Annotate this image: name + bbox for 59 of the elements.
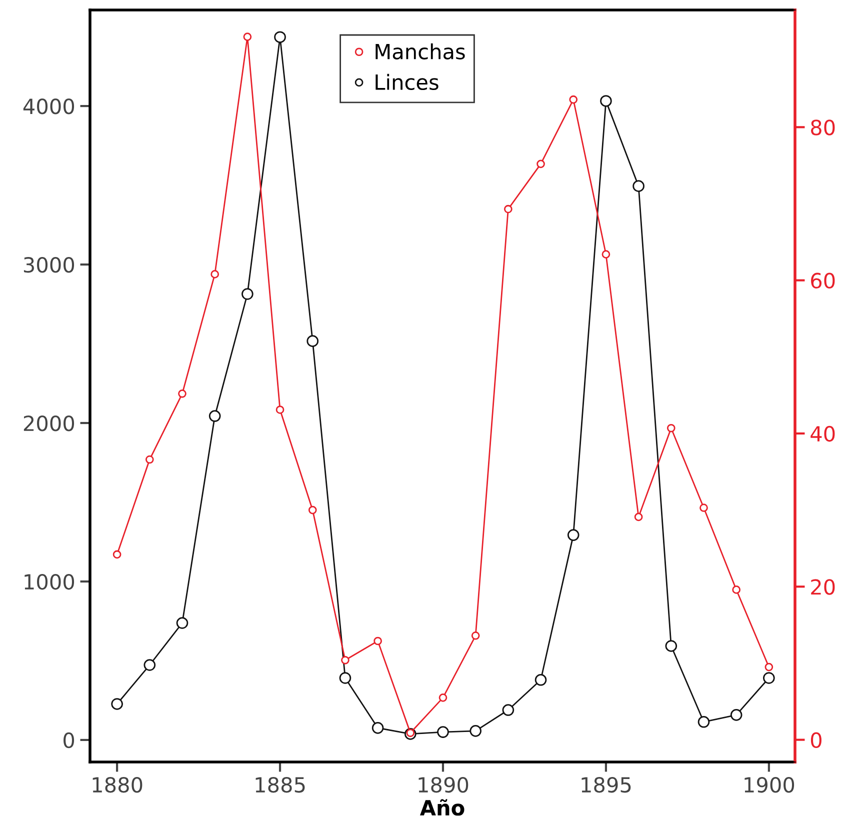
point	[764, 662, 774, 672]
point	[208, 410, 221, 422]
y2-tick-label: 0	[810, 732, 822, 748]
point	[144, 659, 156, 671]
point	[341, 656, 350, 664]
y-tick-label: 1000	[24, 574, 74, 590]
point	[274, 31, 286, 44]
x-tick-label: 1900	[744, 776, 794, 793]
point	[242, 288, 254, 300]
point	[730, 709, 742, 721]
point	[178, 389, 186, 398]
point	[437, 726, 449, 738]
y-tick-label: 4000	[23, 98, 74, 114]
point	[339, 672, 352, 684]
point	[406, 728, 415, 738]
x-tick-label: 1890	[418, 776, 468, 793]
point	[470, 725, 482, 737]
point	[732, 586, 740, 594]
point	[112, 550, 122, 559]
y2-tick-label: 20	[811, 579, 835, 595]
point	[504, 204, 512, 214]
point	[698, 716, 710, 728]
point	[534, 674, 547, 686]
point	[700, 504, 708, 512]
x-axis-title: Año	[420, 799, 464, 816]
point	[536, 160, 545, 168]
x-tick-label: 1895	[582, 776, 631, 793]
point	[567, 529, 580, 541]
x-tick-label: 1885	[256, 776, 305, 793]
point	[210, 270, 219, 278]
point	[600, 95, 612, 107]
y2-tick-label: 80	[810, 120, 835, 136]
point	[111, 698, 123, 710]
y2-tick-label: 40	[810, 426, 835, 442]
point	[308, 506, 317, 514]
point	[763, 672, 775, 684]
legend-label: Linces	[376, 74, 438, 90]
point	[374, 636, 382, 646]
point	[372, 722, 384, 734]
point	[243, 32, 252, 41]
point	[665, 640, 678, 652]
point	[438, 694, 448, 702]
x-tick-label: 1880	[92, 776, 142, 793]
point	[602, 250, 610, 258]
point	[145, 455, 154, 464]
y-tick-label: 0	[64, 732, 74, 748]
y2-tick-label: 60	[811, 272, 835, 289]
legend-label: Manchas	[376, 43, 465, 60]
point	[569, 95, 578, 104]
point	[306, 335, 319, 347]
point	[632, 180, 644, 192]
point	[634, 512, 643, 522]
y-tick-label: 3000	[24, 256, 74, 273]
point	[666, 424, 676, 432]
point	[276, 406, 284, 414]
point	[502, 704, 514, 716]
y-tick-label: 2000	[24, 415, 74, 432]
point	[176, 617, 188, 629]
point	[471, 631, 480, 640]
